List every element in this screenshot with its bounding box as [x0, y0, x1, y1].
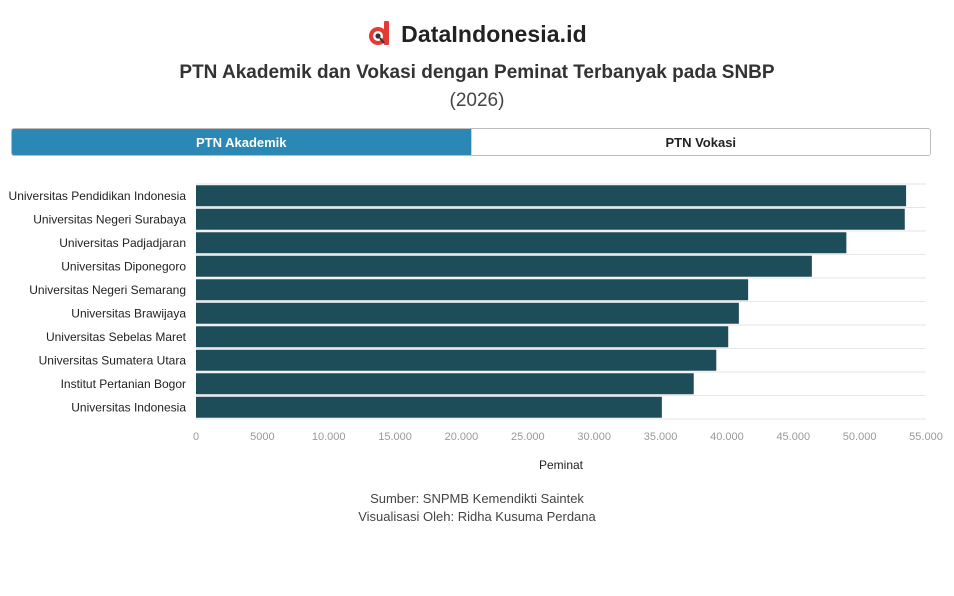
brand-header: DataIndonesia.id [0, 20, 954, 48]
brand-name: DataIndonesia.id [401, 20, 587, 47]
category-label: Universitas Diponegoro [61, 259, 186, 273]
x-tick-label: 20.000 [445, 431, 479, 443]
x-axis-label: Peminat [539, 458, 584, 472]
dataindonesia-logo-icon [369, 21, 390, 45]
tab-bar: PTN Akademik PTN Vokasi [11, 128, 931, 156]
category-label: Universitas Sumatera Utara [39, 353, 187, 367]
x-tick-label: 0 [193, 431, 199, 443]
category-label: Universitas Indonesia [71, 400, 186, 414]
bar [196, 208, 905, 230]
category-label: Universitas Pendidikan Indonesia [9, 189, 187, 203]
x-tick-label: 35.000 [644, 431, 678, 443]
bar [196, 232, 847, 254]
bar [196, 302, 739, 324]
bar [196, 396, 662, 418]
tab-ptn-vokasi[interactable]: PTN Vokasi [470, 129, 930, 155]
category-label: Universitas Negeri Surabaya [33, 212, 186, 226]
bar [196, 255, 812, 277]
bar [196, 373, 694, 395]
category-label: Universitas Sebelas Maret [46, 330, 187, 344]
x-tick-label: 15.000 [378, 431, 412, 443]
x-tick-label: 40.000 [710, 431, 744, 443]
x-tick-label: 30.000 [577, 431, 611, 443]
x-tick-label: 5000 [250, 431, 274, 443]
bar [196, 185, 907, 207]
chart-subtitle: (2026) [449, 90, 505, 111]
x-tick-label: 25.000 [511, 431, 545, 443]
bar [196, 349, 717, 371]
x-tick-label: 55.000 [909, 431, 943, 443]
x-tick-label: 10.000 [312, 431, 346, 443]
bar [196, 326, 729, 348]
x-tick-label: 45.000 [776, 431, 810, 443]
category-label: Universitas Negeri Semarang [29, 283, 186, 297]
bar [196, 279, 749, 301]
category-label: Universitas Padjadjaran [59, 236, 186, 250]
credit-text: Visualisasi Oleh: Ridha Kusuma Perdana [358, 509, 596, 524]
category-label: Universitas Brawijaya [71, 306, 186, 320]
bar-chart: Universitas Pendidikan Indonesia Universi… [9, 183, 943, 472]
tab-ptn-akademik[interactable]: PTN Akademik [12, 129, 471, 155]
chart-title: PTN Akademik dan Vokasi dengan Peminat T… [179, 62, 775, 83]
source-text: Sumber: SNPMB Kemendikti Saintek [370, 491, 584, 506]
x-tick-label: 50.000 [843, 431, 877, 443]
chart-source: Sumber: SNPMB Kemendikti Saintek Visuali… [0, 490, 954, 526]
category-label: Institut Pertanian Bogor [61, 377, 186, 391]
